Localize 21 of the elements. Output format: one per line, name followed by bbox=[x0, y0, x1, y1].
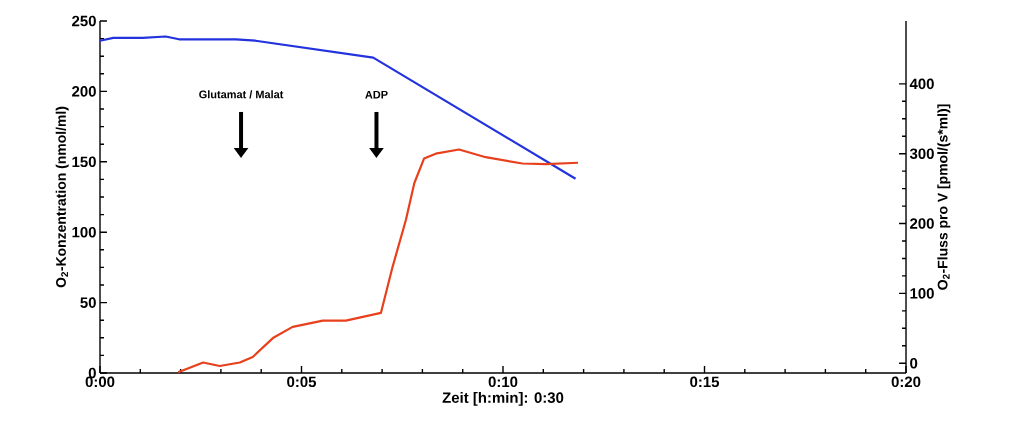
y2-axis-title: O$_{2}$-Fluss pro V [pmol/(s*ml)] bbox=[937, 104, 951, 290]
annotation: Glutamat / Malat bbox=[199, 90, 284, 99]
y-axis-title: O$_{2}$-Konzentration (nmol/ml) bbox=[55, 106, 69, 288]
y2-tick-label: 300 bbox=[909, 148, 934, 159]
x-tick-label: 0:05 bbox=[287, 376, 317, 388]
y2-tick-label: 200 bbox=[910, 218, 934, 229]
y2-tick-label: 0 bbox=[910, 357, 918, 369]
y2-tick-label: 400 bbox=[909, 78, 934, 90]
y-tick-label: 200 bbox=[72, 86, 96, 97]
y2-tick-label: 100 bbox=[910, 288, 934, 299]
x-axis-title: Zeit [h:min]: 0:30 bbox=[442, 391, 564, 406]
x-tick-label: 0:10 bbox=[488, 376, 518, 388]
y-tick-label: 50 bbox=[80, 297, 96, 308]
y-tick-label: 250 bbox=[72, 15, 96, 27]
y-tick-label: 150 bbox=[72, 156, 96, 168]
line-series bbox=[177, 148, 580, 374]
line-series bbox=[98, 35, 577, 180]
y-tick-label: 100 bbox=[72, 226, 96, 238]
x-tick-label: 0:20 bbox=[891, 376, 921, 388]
annotation: ADP bbox=[365, 90, 388, 99]
x-tick-label: 0:15 bbox=[690, 376, 720, 388]
